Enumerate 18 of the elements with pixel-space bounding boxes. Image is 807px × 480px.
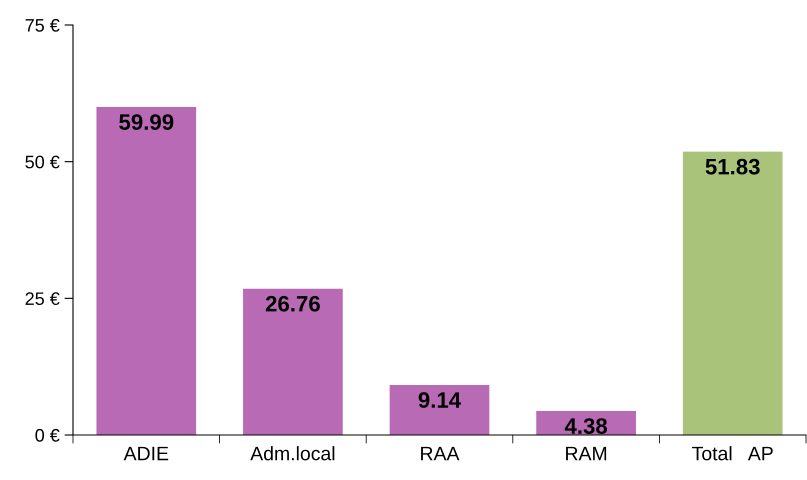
- data-label: 51.83: [706, 158, 760, 175]
- bar: [243, 288, 343, 435]
- y-tick-label: 0 €: [35, 428, 60, 442]
- data-label: 59.99: [119, 114, 174, 130]
- bar: [390, 385, 490, 435]
- x-tick-label: Total AP: [692, 446, 773, 460]
- data-label: 4.38: [564, 418, 608, 434]
- x-tick-label: RAM: [566, 446, 606, 460]
- bar: [96, 107, 196, 435]
- data-label: 9.14: [418, 392, 462, 408]
- y-tick-label: 50 €: [25, 156, 60, 168]
- data-label: 26.76: [266, 296, 320, 312]
- y-tick-label: 75 €: [26, 18, 60, 32]
- x-tick-label: ADIE: [124, 446, 168, 460]
- bar: [682, 152, 783, 435]
- x-tick-label: RAA: [421, 446, 460, 460]
- x-tick-label: Adm.local: [250, 446, 334, 460]
- y-tick-label: 25 €: [26, 292, 60, 306]
